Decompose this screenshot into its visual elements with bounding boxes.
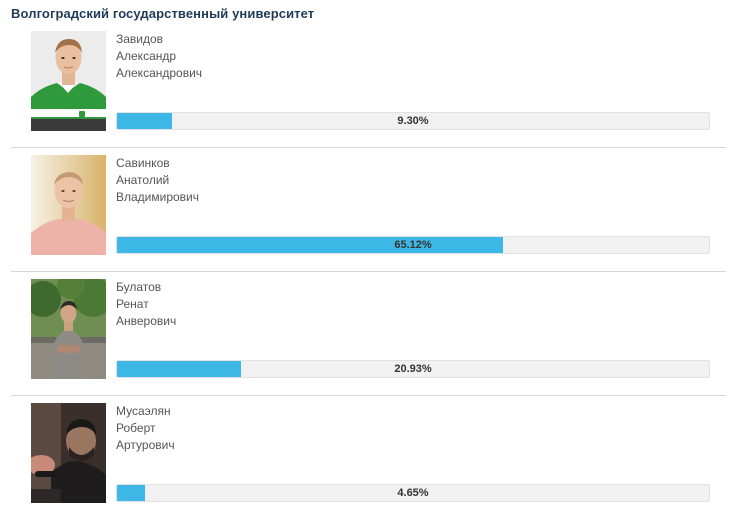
vote-progress-fill (117, 361, 241, 377)
vote-progress-bar: 20.93% (116, 360, 710, 378)
vote-percent-label: 65.12% (394, 239, 432, 251)
divider (11, 271, 726, 272)
vote-percent-label: 9.30% (397, 115, 429, 127)
candidate-patronymic: Владимирович (116, 190, 200, 204)
vote-progress-fill (117, 485, 145, 501)
vote-progress-bar: 4.65% (116, 484, 710, 502)
candidate-patronymic: Александрович (116, 66, 203, 80)
candidate-surname: Завидов (116, 32, 164, 46)
vote-progress-fill (117, 113, 173, 129)
page-title: Волгоградский государственный университе… (11, 6, 315, 21)
candidate-first-name: Ренат (116, 297, 149, 311)
candidate-name: Булатов Ренат Анверович (116, 279, 176, 330)
candidate-name: Завидов Александр Александрович (116, 31, 202, 82)
candidate-surname: Мусаэлян (116, 404, 171, 418)
candidate-name: Мусаэлян Роберт Артурович (116, 403, 175, 454)
candidate-photo (31, 279, 106, 379)
candidate-first-name: Анатолий (116, 173, 170, 187)
candidate-photo (31, 155, 106, 255)
candidate-photo (31, 403, 106, 503)
candidate-photo (31, 31, 106, 131)
candidate-surname: Булатов (116, 280, 162, 294)
candidate-card: Завидов Александр Александрович 9.30% (11, 24, 726, 148)
divider (11, 395, 726, 396)
candidate-surname: Савинков (116, 156, 170, 170)
divider (11, 147, 726, 148)
candidate-card: Булатов Ренат Анверович 20.93% (11, 272, 726, 396)
vote-progress-bar: 9.30% (116, 112, 710, 130)
candidate-name: Савинков Анатолий Владимирович (116, 155, 199, 206)
vote-progress-fill (117, 237, 503, 253)
candidate-first-name: Александр (116, 49, 177, 63)
candidate-patronymic: Анверович (116, 314, 177, 328)
vote-progress-bar: 65.12% (116, 236, 710, 254)
candidate-patronymic: Артурович (116, 438, 175, 452)
vote-percent-label: 4.65% (397, 487, 429, 499)
candidate-first-name: Роберт (116, 421, 156, 435)
vote-percent-label: 20.93% (394, 363, 432, 375)
candidate-card: Савинков Анатолий Владимирович 65.12% (11, 148, 726, 272)
candidate-card: Мусаэлян Роберт Артурович 4.65% (11, 396, 726, 520)
